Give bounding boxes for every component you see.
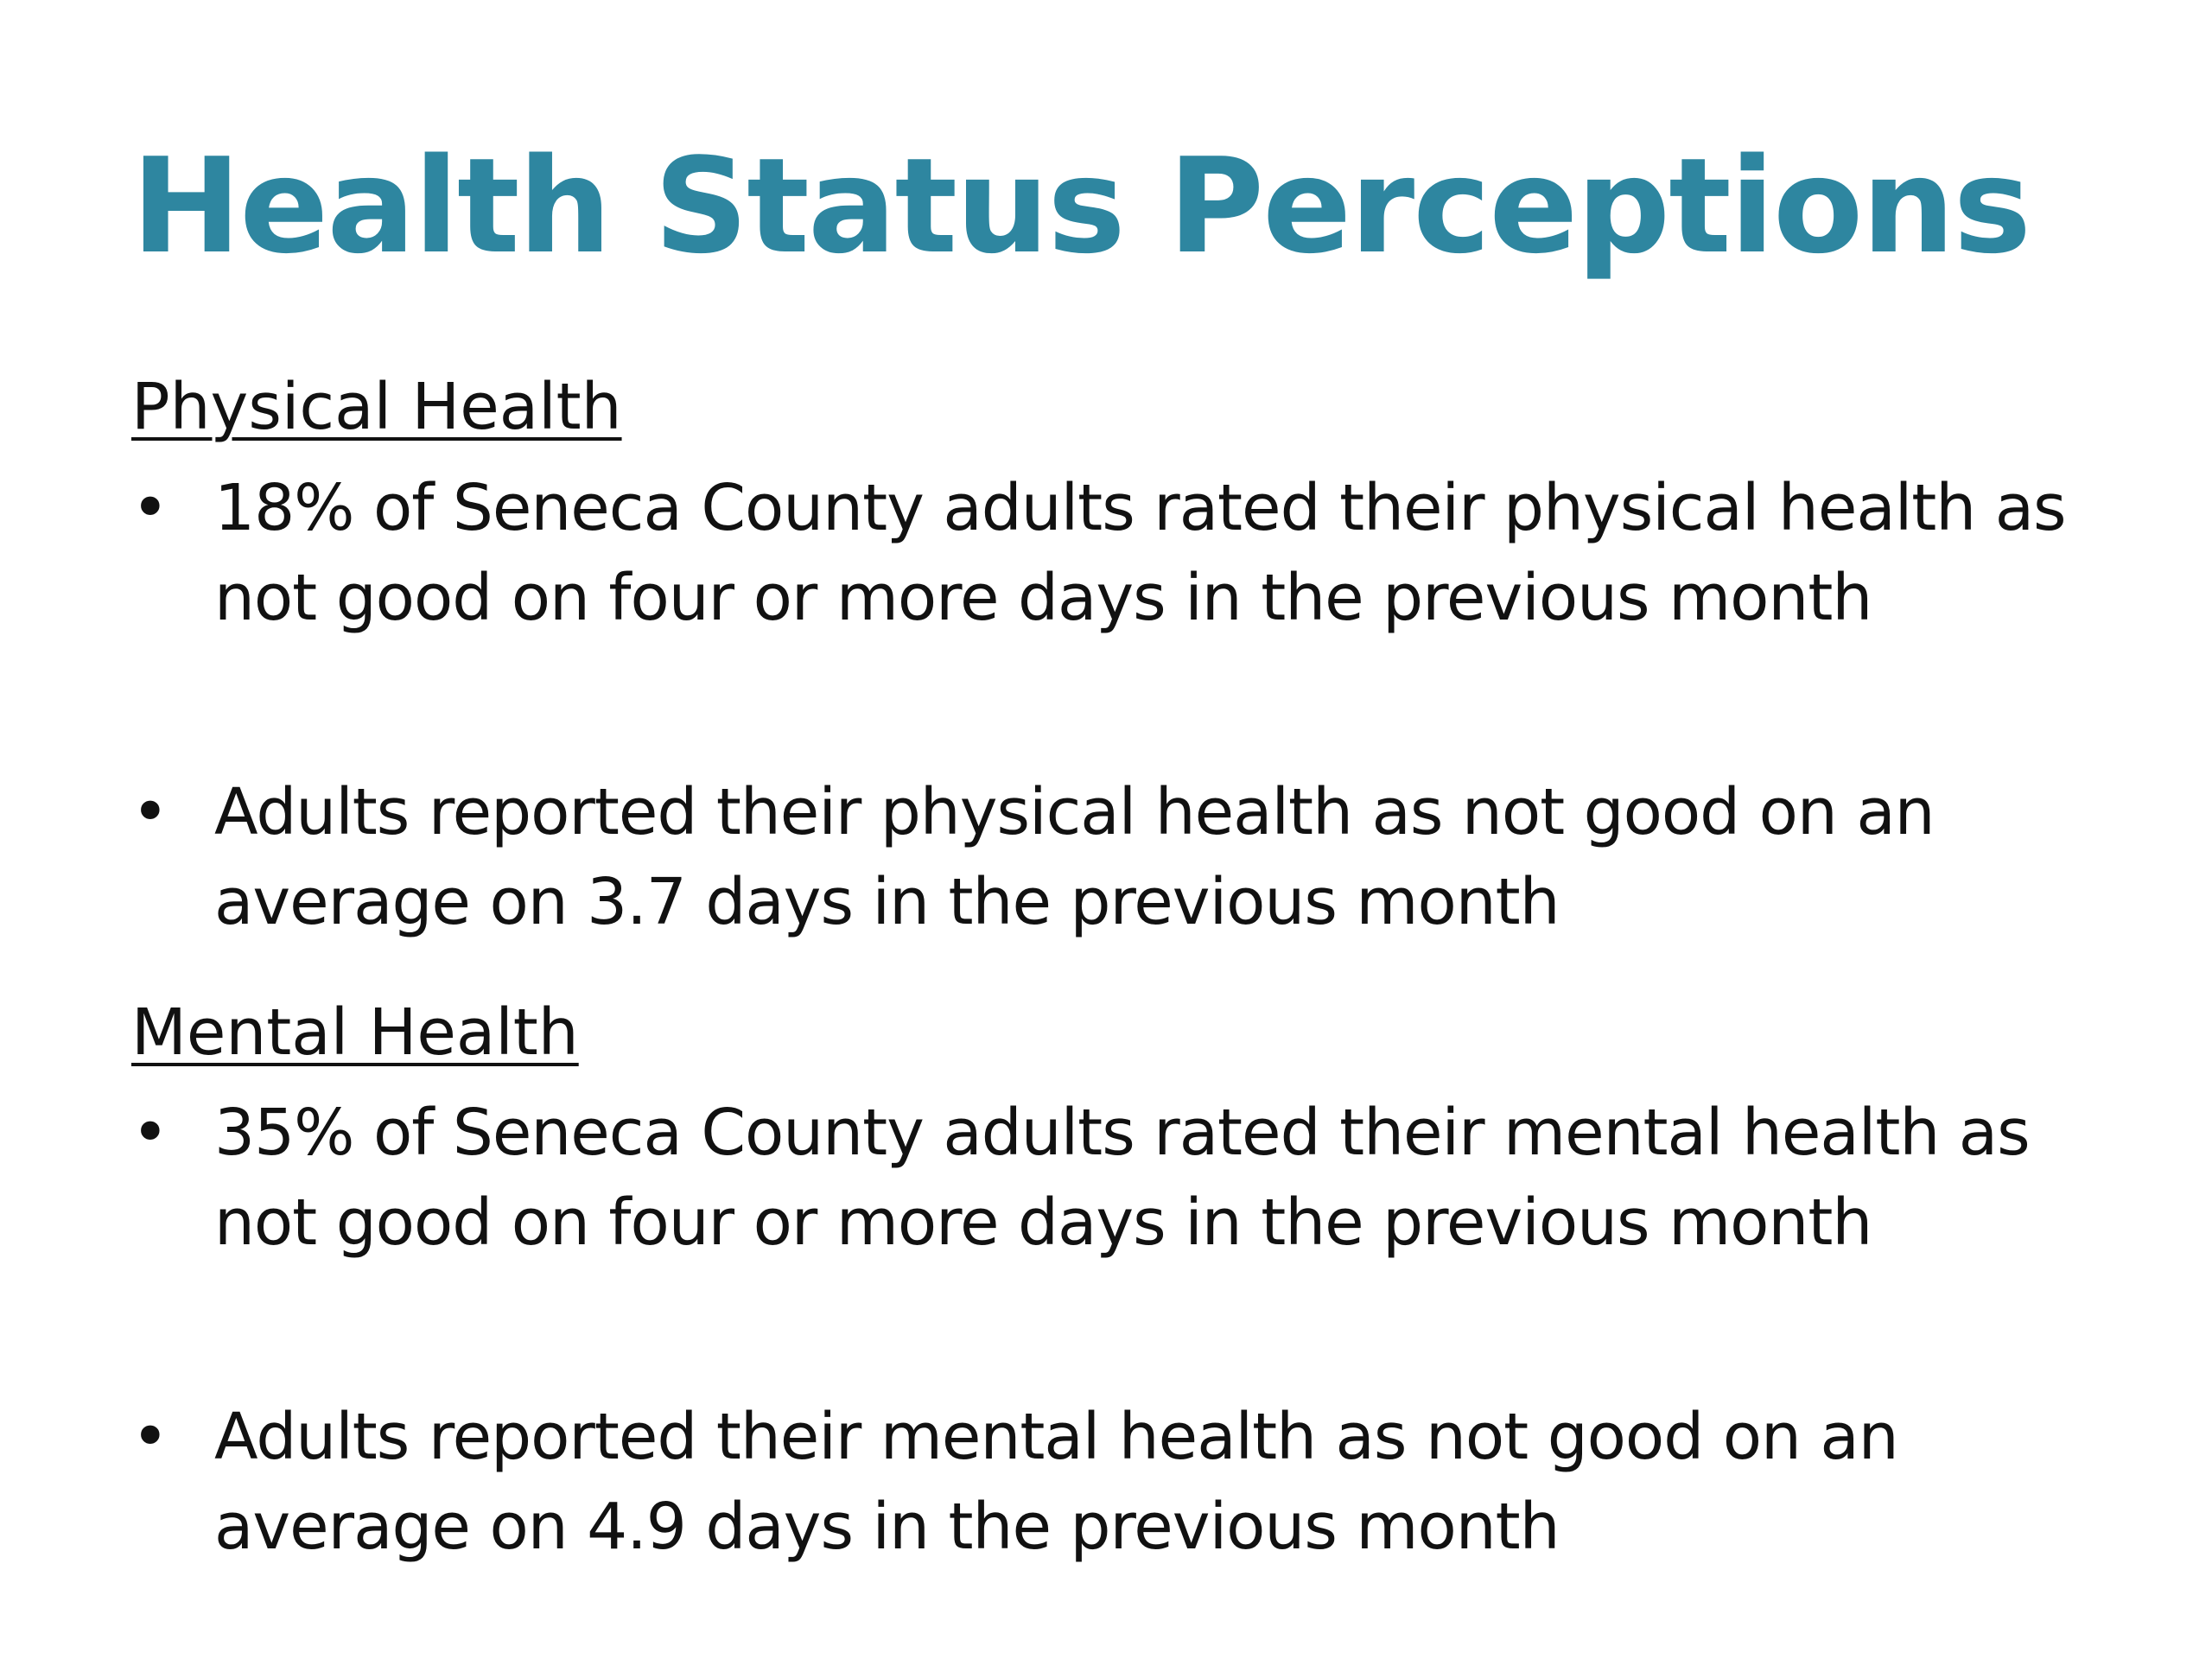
- list-item: • 18% of Seneca County adults rated thei…: [131, 463, 2119, 643]
- list-item: • 35% of Seneca County adults rated thei…: [131, 1088, 2119, 1268]
- slide-content: Physical Health • 18% of Seneca County a…: [131, 363, 2119, 1572]
- bullet-icon: •: [131, 1400, 169, 1475]
- section-heading-physical-health: Physical Health: [131, 370, 622, 444]
- bullet-text: Adults reported their physical health as…: [214, 774, 1936, 939]
- bullet-text: Adults reported their mental health as n…: [214, 1400, 1899, 1565]
- bullet-icon: •: [131, 470, 169, 545]
- bullet-text: 18% of Seneca County adults rated their …: [214, 470, 2067, 635]
- bullet-icon: •: [131, 774, 169, 849]
- bullet-icon: •: [131, 1096, 169, 1171]
- mental-health-list: • 35% of Seneca County adults rated thei…: [131, 1088, 2119, 1572]
- list-item: • Adults reported their physical health …: [131, 767, 2119, 947]
- section-heading-mental-health: Mental Health: [131, 995, 579, 1070]
- page-title: Health Status Perceptions: [131, 130, 2031, 283]
- physical-health-list: • 18% of Seneca County adults rated thei…: [131, 463, 2119, 947]
- bullet-text: 35% of Seneca County adults rated their …: [214, 1096, 2031, 1261]
- list-item: • Adults reported their mental health as…: [131, 1392, 2119, 1572]
